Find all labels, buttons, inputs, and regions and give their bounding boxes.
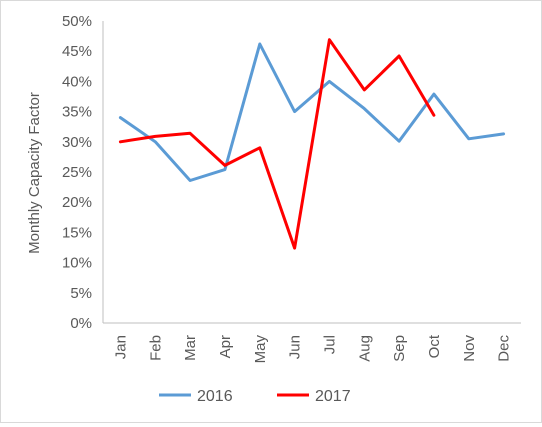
y-tick-label: 10%	[62, 255, 92, 272]
x-tick-labels: Jan Feb Mar Apr May Jun Jul Aug Sep Oct Nov Dec	[112, 334, 512, 363]
series-lines	[118, 38, 506, 250]
y-tick-label: 30%	[62, 134, 92, 151]
y-tick-label: 0%	[70, 315, 92, 332]
series-line-2016	[118, 42, 506, 182]
x-tick-label: Mar	[182, 335, 199, 361]
y-tick-label: 35%	[62, 104, 92, 121]
x-tick-label: Jan	[112, 335, 129, 359]
y-tick-label: 40%	[62, 73, 92, 90]
y-axis-title: Monthly Capacity Factor	[26, 92, 43, 254]
y-tick-label: 25%	[62, 164, 92, 181]
x-tick-label: Nov	[461, 335, 478, 362]
y-tick-labels: 0% 5% 10% 15% 20% 25% 30% 35% 40% 45% 50%	[62, 13, 92, 332]
y-tick-label: 15%	[62, 224, 92, 241]
x-tick-label: Jun	[287, 335, 304, 359]
y-tick-label: 50%	[62, 13, 92, 30]
x-tick-label: Oct	[426, 334, 443, 358]
y-tick-label: 5%	[70, 285, 92, 302]
x-tick-label: Dec	[496, 335, 513, 362]
x-tick-label: May	[252, 335, 269, 364]
legend: 2016 2017	[159, 388, 351, 405]
series-line-2017	[118, 38, 436, 250]
x-tick-label: Aug	[356, 335, 373, 362]
x-tick-label: Jul	[321, 335, 338, 354]
x-tick-label: Apr	[217, 335, 234, 358]
x-tick-label: Sep	[391, 335, 408, 362]
y-tick-label: 20%	[62, 194, 92, 211]
y-tick-label: 45%	[62, 43, 92, 60]
x-tick-label: Feb	[147, 335, 164, 361]
legend-label: 2017	[315, 388, 351, 405]
legend-label: 2016	[197, 388, 233, 405]
